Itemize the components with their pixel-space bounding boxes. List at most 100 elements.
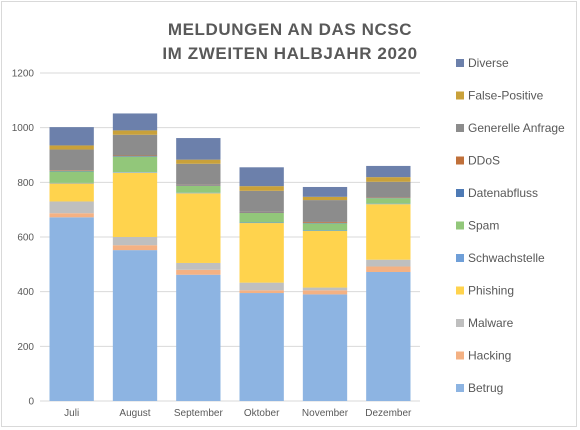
legend-swatch [456, 221, 464, 230]
y-tick-label: 0 [28, 397, 34, 408]
bar-segment-diverse-september [176, 138, 221, 160]
y-axis: 0 200 400 600 800 1000 1200 [12, 69, 35, 408]
bar-segment-ddos-dezember [366, 197, 411, 198]
bar-segment-phishing-juli [49, 183, 94, 202]
x-tick-label: Oktober [244, 408, 280, 419]
legend-label: Malware [468, 316, 514, 330]
bar-segment-diverse-juli [49, 127, 94, 146]
bar-segment-diverse-oktober [239, 167, 284, 187]
bar-segment-schwachstelle-dezember [366, 203, 411, 205]
bar-segment-false-positive-juli [49, 145, 94, 150]
bar-segment-spam-august [112, 156, 158, 173]
legend-label: False-Positive [468, 89, 544, 103]
x-tick-label: Juli [64, 408, 79, 419]
chart-title-line-1: MELDUNGEN AN DAS NCSC [168, 20, 412, 39]
bar-segment-betrug-august [112, 250, 158, 401]
y-tick-label: 200 [17, 342, 34, 353]
bar-segment-generelle-anfrage-september [176, 163, 221, 185]
bar-segment-hacking-november [302, 290, 348, 295]
bar-segment-phishing-november [302, 230, 348, 288]
legend-label: Betrug [468, 381, 503, 395]
bar-segment-phishing-september [176, 193, 221, 263]
bar-segment-hacking-september [176, 269, 221, 275]
y-tick-label: 400 [17, 287, 34, 298]
bar-segment-betrug-oktober [239, 293, 284, 401]
legend-label: Diverse [468, 56, 509, 70]
legend-label: Schwachstelle [468, 251, 545, 265]
bar-segment-generelle-anfrage-juli [49, 149, 94, 171]
bar-segment-false-positive-august [112, 130, 158, 135]
bar-segment-phishing-oktober [239, 223, 284, 283]
bar-segment-malware-oktober [239, 282, 284, 291]
bar-segment-betrug-dezember [366, 271, 411, 401]
bar-segment-schwachstelle-november [302, 230, 348, 231]
legend-swatch [456, 59, 464, 67]
legend-label: Generelle Anfrage [468, 121, 565, 135]
legend-swatch [456, 91, 464, 100]
y-tick-label: 800 [17, 178, 34, 189]
bar-segment-ddos-oktober [239, 211, 284, 213]
bar-segment-betrug-september [176, 274, 221, 401]
bar-segment-datenabfluss-november [302, 222, 348, 224]
legend-swatch [456, 254, 464, 262]
bar-segment-schwachstelle-august [112, 172, 158, 173]
bars [49, 113, 411, 401]
y-tick-label: 1200 [12, 69, 35, 80]
legend-swatch [456, 384, 464, 392]
legend-label: Hacking [468, 349, 511, 363]
x-axis: Juli August September Oktober November Dezemb… [64, 408, 412, 419]
bar-segment-hacking-dezember [366, 266, 411, 272]
bar-segment-spam-september [176, 185, 221, 193]
bar-segment-diverse-november [302, 186, 348, 197]
bar-segment-generelle-anfrage-oktober [239, 190, 284, 212]
grid [40, 72, 420, 402]
bar-segment-malware-juli [49, 201, 94, 214]
legend-label: Phishing [468, 284, 514, 298]
bar-segment-schwachstelle-september [176, 192, 221, 194]
bar-segment-malware-dezember [366, 259, 411, 267]
bar-segment-spam-juli [49, 171, 94, 183]
bar-segment-datenabfluss-august [112, 156, 158, 157]
legend-swatch [456, 124, 464, 132]
bar-segment-malware-august [112, 237, 158, 246]
bar-segment-ddos-juli [49, 170, 94, 171]
bar-segment-ddos-november [302, 221, 348, 223]
bar-segment-malware-november [302, 287, 348, 291]
bar-segment-malware-september [176, 262, 221, 270]
legend: Diverse False-Positive Generelle Anfrage DD… [456, 56, 565, 395]
legend-swatch [456, 319, 464, 327]
legend-swatch [456, 351, 464, 360]
bar-segment-datenabfluss-juli [49, 170, 94, 172]
bar-segment-false-positive-oktober [239, 186, 284, 191]
bar-segment-spam-november [302, 223, 348, 231]
bar-segment-betrug-november [302, 294, 348, 401]
bar-segment-false-positive-dezember [366, 177, 411, 182]
bar-segment-datenabfluss-september [176, 185, 221, 186]
bar-segment-schwachstelle-oktober [239, 222, 284, 224]
bar-segment-datenabfluss-oktober [239, 212, 284, 213]
bar-segment-phishing-dezember [366, 204, 411, 260]
bar-segment-spam-oktober [239, 212, 284, 223]
bar-segment-hacking-oktober [239, 290, 284, 294]
bar-segment-schwachstelle-juli [49, 182, 94, 184]
bar-segment-generelle-anfrage-dezember [366, 181, 411, 198]
bar-segment-false-positive-november [302, 196, 348, 201]
bar-segment-ddos-september [176, 184, 221, 186]
bar-segment-diverse-dezember [366, 165, 411, 178]
legend-label: Datenabfluss [468, 186, 538, 200]
x-tick-label: November [302, 408, 349, 419]
bar-segment-spam-dezember [366, 198, 411, 204]
legend-swatch [456, 156, 464, 165]
bar-segment-betrug-juli [49, 217, 94, 401]
x-tick-label: September [174, 408, 224, 419]
bar-segment-hacking-august [112, 245, 158, 251]
bar-segment-generelle-anfrage-november [302, 200, 348, 222]
x-tick-label: Dezember [365, 408, 412, 419]
x-tick-label: August [119, 408, 150, 419]
chart-title-line-2: IM ZWEITEN HALBJAHR 2020 [162, 44, 417, 63]
bar-segment-datenabfluss-dezember [366, 197, 411, 199]
bar-segment-generelle-anfrage-august [112, 134, 158, 156]
y-tick-label: 600 [17, 233, 34, 244]
